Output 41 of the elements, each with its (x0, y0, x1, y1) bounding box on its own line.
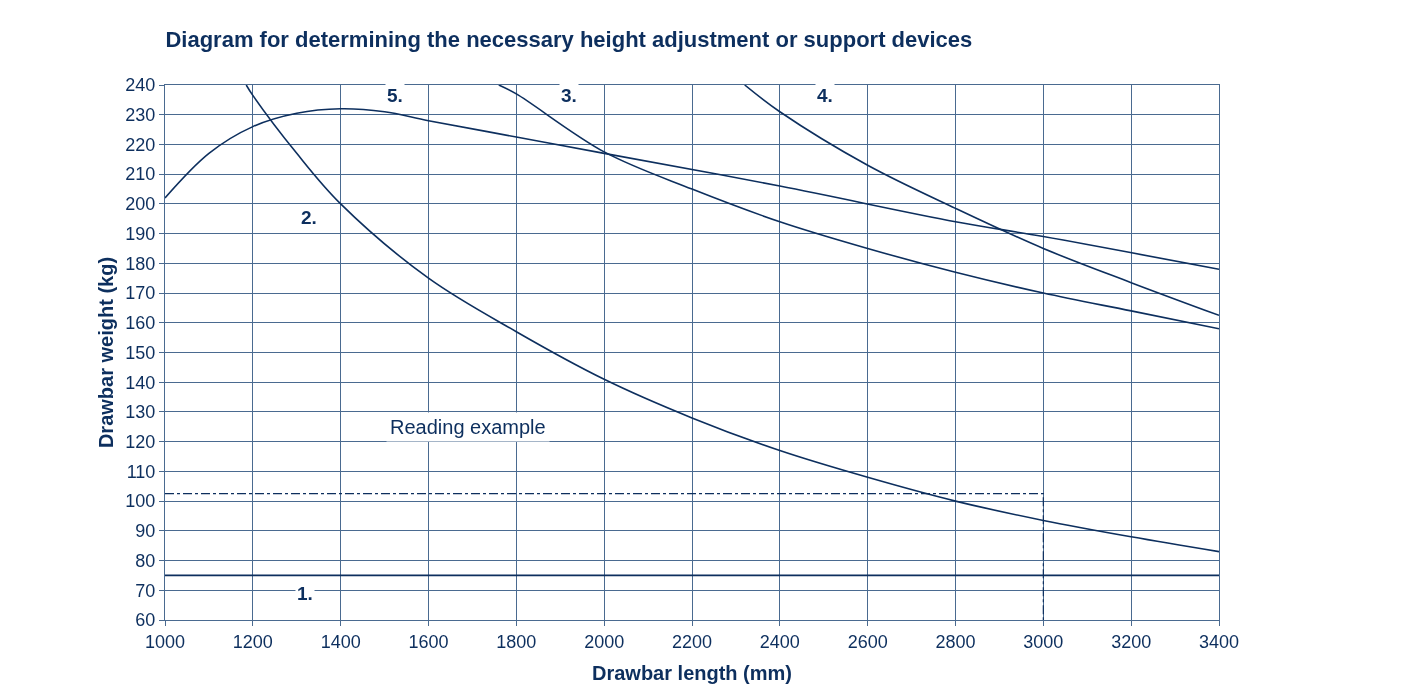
x-tick-label: 1200 (232, 631, 273, 652)
y-tick-label: 120 (125, 431, 156, 452)
x-tick-label: 2200 (671, 631, 713, 652)
series-label: 5. (387, 85, 403, 106)
y-tick-label: 170 (125, 283, 156, 304)
x-tick-label: 3200 (1111, 631, 1152, 652)
x-tick-label: 1400 (320, 631, 361, 652)
series-label: 3. (561, 85, 577, 106)
y-tick-label: 150 (125, 342, 156, 363)
x-tick-label: 3000 (1023, 631, 1064, 652)
x-tick-label: 1600 (408, 631, 449, 652)
series-label: 2. (301, 207, 317, 228)
y-tick-label: 210 (125, 164, 156, 185)
y-tick-label: 110 (126, 461, 156, 482)
series-label: 1. (297, 583, 313, 604)
y-tick-label: 180 (125, 253, 156, 274)
y-tick-label: 140 (125, 372, 156, 393)
x-tick-label: 2600 (847, 631, 888, 652)
y-tick-label: 200 (125, 194, 156, 215)
chart-title: Diagram for determining the necessary height adjustment or support devices (165, 26, 973, 52)
y-tick-label: 60 (135, 610, 156, 631)
x-tick-label: 2400 (759, 631, 800, 652)
y-tick-label: 220 (125, 134, 156, 155)
series-label: 4. (817, 85, 833, 106)
y-tick-label: 80 (135, 550, 156, 571)
x-tick-label: 1000 (144, 631, 186, 652)
y-tick-label: 100 (125, 491, 156, 512)
x-tick-label: 1800 (496, 631, 537, 652)
y-tick-label: 70 (135, 580, 156, 601)
y-tick-label: 190 (125, 223, 156, 244)
annotation: Reading example (390, 416, 546, 438)
x-tick-label: 2800 (935, 631, 976, 652)
y-tick-label: 130 (125, 402, 156, 423)
y-axis-title: Drawbar weight (kg) (94, 256, 117, 449)
y-tick-label: 90 (135, 521, 156, 542)
y-tick-label: 160 (125, 313, 156, 334)
x-tick-label: 3400 (1198, 631, 1240, 652)
x-axis-title: Drawbar length (mm) (591, 662, 793, 685)
y-tick-label: 240 (125, 75, 156, 96)
y-tick-label: 230 (125, 105, 156, 126)
x-tick-label: 2000 (584, 631, 625, 652)
